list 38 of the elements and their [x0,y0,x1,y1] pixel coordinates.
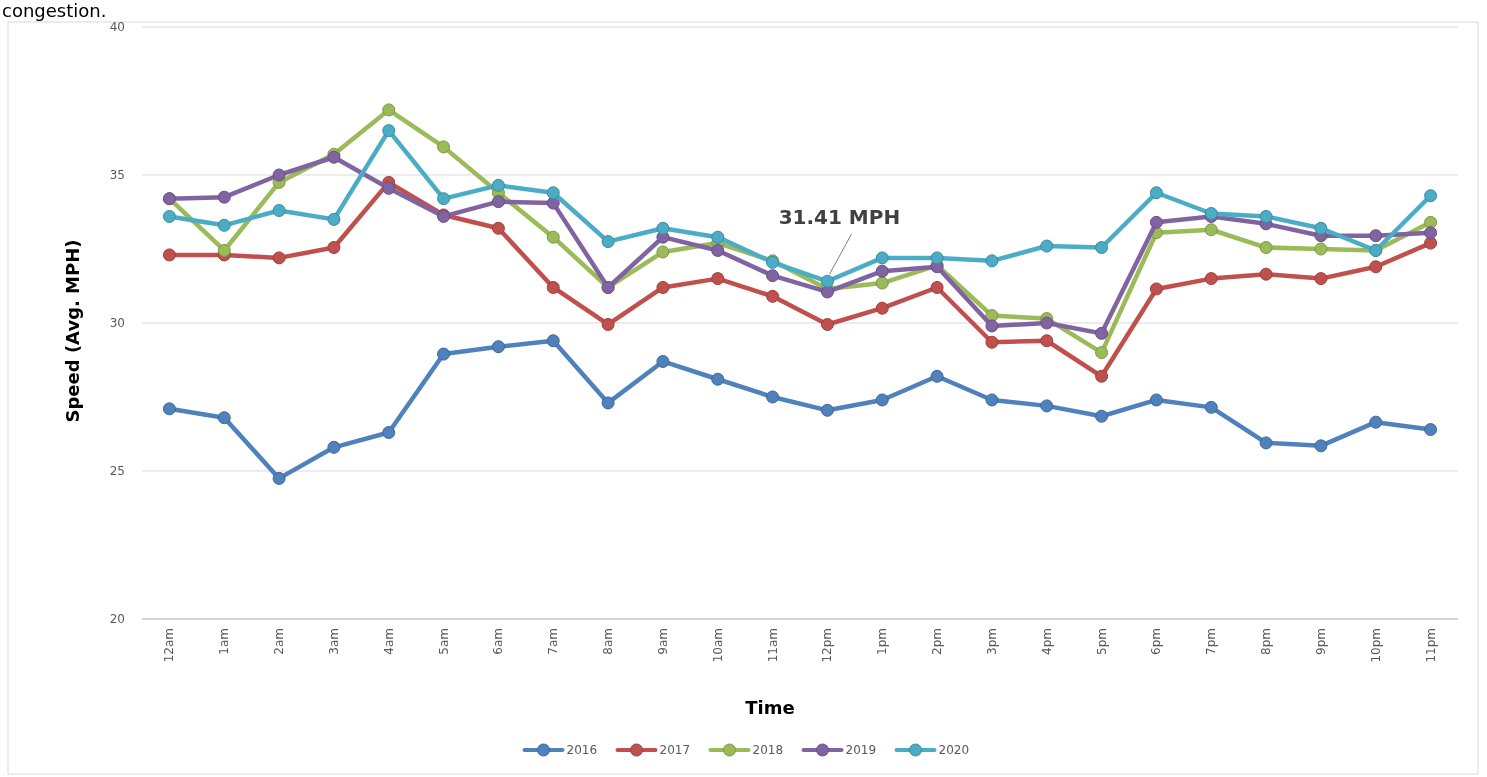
x-tick-label: 4pm [1039,628,1054,655]
x-tick-label: 12pm [820,628,835,663]
x-tick-label: 10am [710,628,725,663]
legend-label: 2020 [938,743,970,758]
x-tick-label: 2am [272,628,287,655]
legend-label: 2018 [752,743,784,758]
y-tick-label: 40 [109,20,125,35]
x-tick-label: 8pm [1259,628,1274,655]
x-tick-label: 3pm [984,628,999,655]
x-tick-label: 9pm [1313,628,1328,655]
x-tick-label: 5pm [1094,628,1109,655]
text: congestion. [2,0,107,21]
x-tick-label: 6am [491,628,506,655]
x-tick-label: 1am [217,628,232,655]
x-tick-label: 7am [546,628,561,655]
y-tick-label: 35 [109,168,125,183]
x-axis-title: Time [745,697,795,718]
x-tick-label: 10pm [1368,628,1383,663]
x-tick-label: 2pm [930,628,945,655]
x-tick-label: 4am [381,628,396,655]
x-tick-label: 8am [601,628,616,655]
annotation: 31.41 MPH [778,205,901,230]
y-axis-title: Speed (Avg. MPH) [62,239,83,423]
x-tick-label: 11pm [1423,628,1438,663]
x-tick-label: 3am [326,628,341,655]
x-tick-label: 6pm [1149,628,1164,655]
x-tick-label: 1pm [875,628,890,655]
y-tick-label: 20 [109,612,125,627]
y-tick-label: 30 [109,316,125,331]
x-tick-label: 9am [655,628,670,655]
x-tick-label: 5am [436,628,451,655]
legend-label: 2016 [566,743,598,758]
legend-label: 2019 [845,743,877,758]
legend-label: 2017 [659,743,691,758]
x-tick-label: 12am [162,628,177,663]
x-tick-label: 11am [765,628,780,663]
x-tick-label: 7pm [1204,628,1219,655]
y-tick-label: 25 [109,464,125,479]
